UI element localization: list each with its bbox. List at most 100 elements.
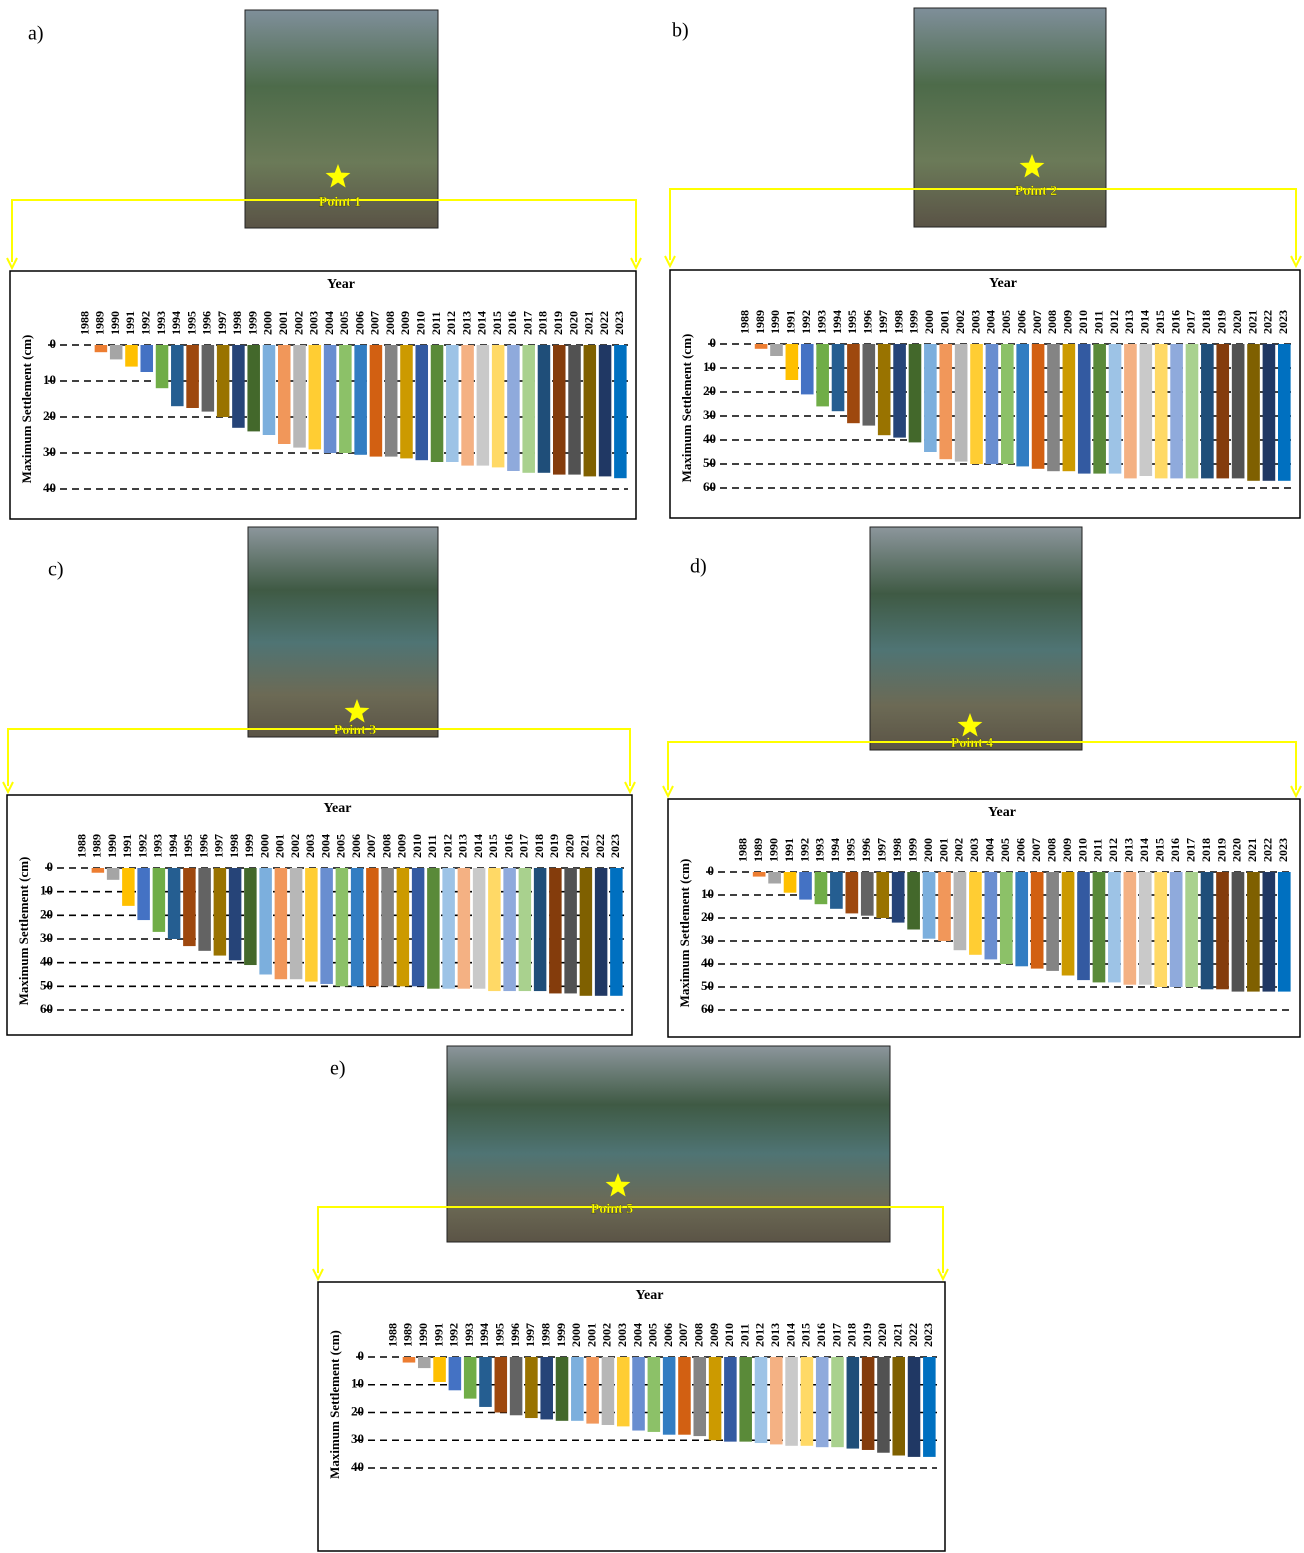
- x-tick-label: 2003: [307, 311, 321, 335]
- y-tick-label: 40: [40, 954, 53, 969]
- bar: [540, 1357, 553, 1419]
- x-tick-label: 2005: [337, 311, 351, 335]
- y-tick-label: 0: [358, 1348, 365, 1363]
- x-tick-label: 1993: [814, 310, 828, 334]
- bar: [186, 345, 199, 408]
- bar: [724, 1357, 737, 1442]
- bar: [693, 1357, 706, 1436]
- x-tick-label: 1989: [93, 311, 107, 335]
- bar: [293, 345, 306, 448]
- bar: [107, 868, 120, 880]
- x-axis-title: Year: [989, 276, 1017, 291]
- bar: [1170, 872, 1183, 987]
- x-tick-label: 2010: [410, 834, 424, 858]
- bar: [449, 1357, 462, 1390]
- x-tick-label: 1995: [184, 311, 198, 335]
- bar: [153, 868, 166, 932]
- y-tick-label: 20: [351, 1403, 364, 1418]
- x-tick-label: 2014: [783, 1323, 797, 1347]
- y-axis-title: Maximum Settlement (cm): [19, 335, 34, 484]
- x-tick-label: 2023: [1276, 838, 1290, 862]
- x-tick-label: 1994: [477, 1323, 491, 1347]
- bar: [507, 345, 520, 471]
- bar: [878, 344, 891, 435]
- bar: [549, 868, 562, 993]
- bar: [400, 345, 413, 458]
- y-tick-label: 30: [43, 444, 56, 459]
- x-tick-label: 2011: [425, 835, 439, 858]
- y-tick-label: 50: [701, 978, 714, 993]
- x-tick-label: 2018: [1199, 838, 1213, 862]
- bar: [370, 345, 383, 457]
- bar: [418, 1357, 431, 1368]
- x-tick-label: 2018: [536, 311, 550, 335]
- x-tick-label: 1997: [215, 311, 229, 335]
- x-tick-label: 2009: [1060, 838, 1074, 862]
- bar: [1063, 344, 1076, 471]
- x-tick-label: 1993: [154, 311, 168, 335]
- bar: [309, 345, 322, 449]
- x-tick-label: 2013: [1122, 310, 1136, 334]
- x-tick-label: 2020: [566, 311, 580, 335]
- x-tick-label: 2012: [1106, 838, 1120, 862]
- x-tick-label: 1999: [245, 311, 259, 335]
- bar: [464, 1357, 477, 1399]
- bar: [786, 344, 799, 380]
- y-tick-label: 40: [43, 480, 56, 495]
- bar: [232, 345, 245, 428]
- x-tick-label: 2000: [921, 838, 935, 862]
- x-tick-label: 2022: [906, 1323, 920, 1347]
- bar: [768, 872, 781, 884]
- y-tick-label: 10: [351, 1376, 364, 1391]
- bar: [755, 1357, 768, 1443]
- x-tick-label: 1993: [151, 834, 165, 858]
- x-tick-label: 2012: [440, 834, 454, 858]
- bar: [1031, 872, 1044, 969]
- bar: [815, 872, 828, 904]
- panel-5: e)Point 5YearMaximum Settlement (cm)0102…: [313, 1046, 948, 1551]
- bar: [503, 868, 516, 991]
- bar: [599, 345, 612, 476]
- x-axis-title: Year: [636, 1288, 664, 1303]
- x-tick-label: 1994: [830, 310, 844, 334]
- x-tick-label: 2004: [318, 834, 332, 858]
- bar: [556, 1357, 569, 1421]
- bar: [1093, 872, 1106, 982]
- x-tick-label: 2014: [1138, 310, 1152, 334]
- x-tick-label: 1990: [105, 834, 119, 858]
- x-tick-label: 2007: [368, 311, 382, 335]
- x-tick-label: 2001: [273, 834, 287, 858]
- x-tick-label: 2007: [364, 834, 378, 858]
- bar: [534, 868, 547, 991]
- x-axis-title: Year: [988, 805, 1016, 820]
- bar: [461, 345, 474, 466]
- bar: [862, 1357, 875, 1450]
- bar: [847, 1357, 860, 1449]
- x-tick-label: 1995: [181, 834, 195, 858]
- bar: [923, 872, 936, 939]
- x-tick-label: 1993: [462, 1323, 476, 1347]
- x-tick-label: 2022: [593, 834, 607, 858]
- bar: [1032, 344, 1045, 469]
- x-tick-label: 2023: [1276, 310, 1290, 334]
- x-tick-label: 2021: [890, 1323, 904, 1347]
- panel-label: d): [690, 556, 707, 578]
- x-tick-label: 1991: [431, 1323, 445, 1347]
- bar: [1000, 872, 1013, 964]
- bar: [1201, 872, 1214, 989]
- bar: [1078, 344, 1091, 474]
- y-tick-label: 30: [40, 930, 53, 945]
- bar: [831, 1357, 844, 1447]
- bar: [446, 345, 459, 462]
- y-tick-label: 0: [50, 336, 57, 351]
- x-tick-label: 2023: [921, 1323, 935, 1347]
- bar: [1216, 344, 1229, 478]
- bar: [1185, 872, 1198, 987]
- point-label: Point 3: [334, 723, 376, 738]
- bar: [244, 868, 257, 965]
- panel-3: c)Point 3YearMaximum Settlement (cm)0102…: [3, 527, 635, 1035]
- bar: [832, 344, 845, 411]
- x-tick-label: 1998: [891, 310, 905, 334]
- x-tick-label: 1996: [859, 838, 873, 862]
- bar: [458, 868, 471, 989]
